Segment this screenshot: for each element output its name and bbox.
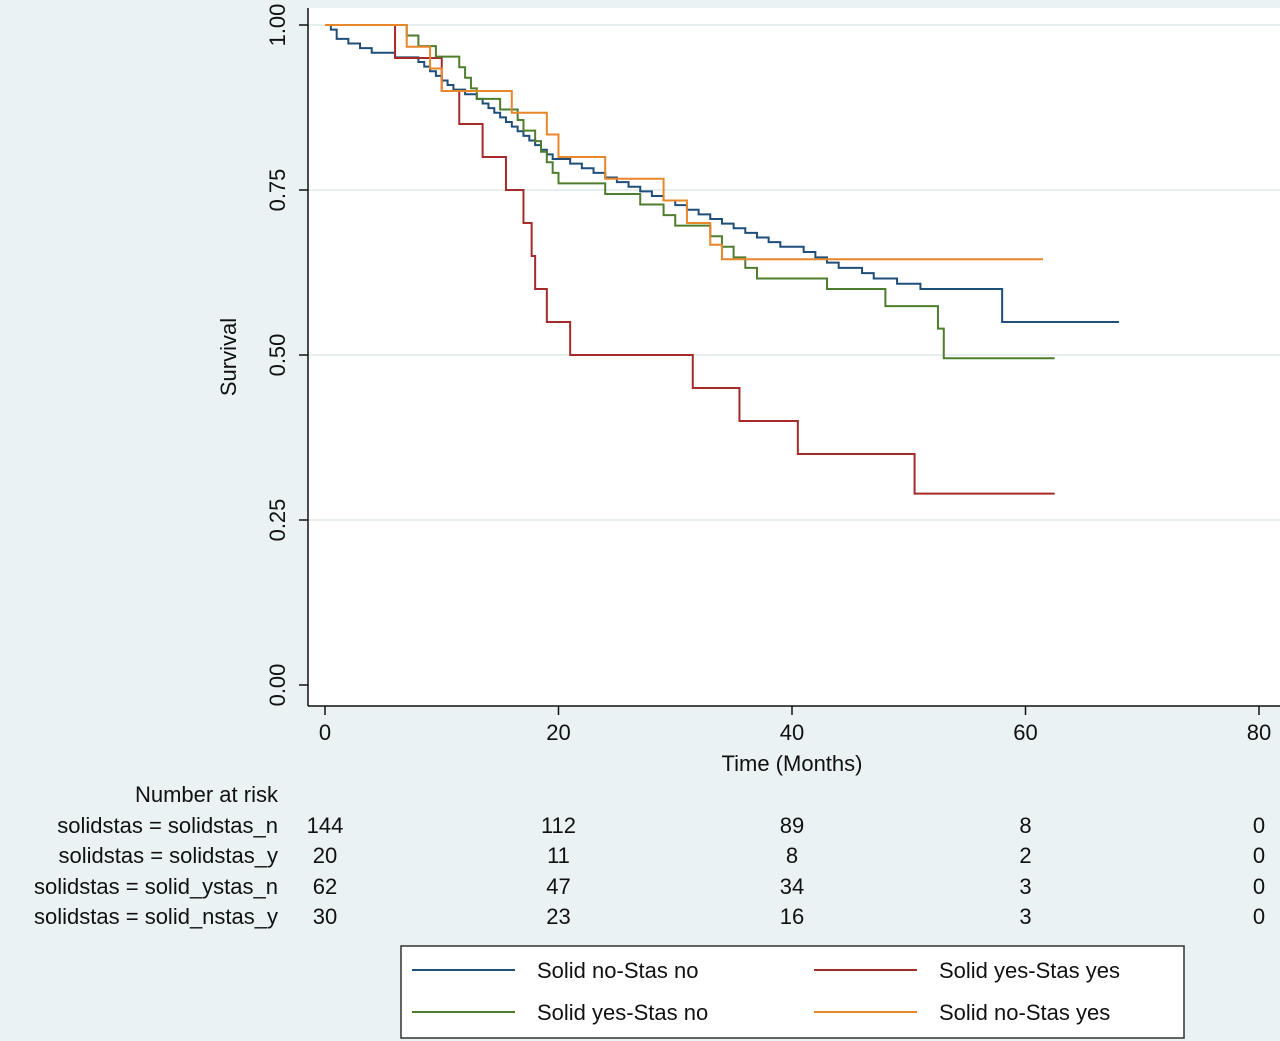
risk-row-label: solidstas = solid_ystas_n xyxy=(34,874,278,899)
risk-row-label: solidstas = solid_nstas_y xyxy=(34,904,278,929)
risk-value: 0 xyxy=(1253,813,1265,838)
x-tick-label: 0 xyxy=(319,720,331,745)
y-tick-label: 0.00 xyxy=(265,664,290,707)
survival-curve-4 xyxy=(325,24,1044,261)
y-tick-label: 0.25 xyxy=(265,499,290,542)
axis-ticks: 0.00 0.25 0.50 0.75 1.00 0 20 40 60 80 xyxy=(265,4,1271,745)
legend-label-4: Solid no-Stas yes xyxy=(939,1000,1110,1025)
risk-value: 112 xyxy=(541,813,576,838)
risk-row-label: solidstas = solidstas_y xyxy=(59,843,279,868)
risk-row-label: solidstas = solidstas_n xyxy=(57,813,278,838)
risk-value: 16 xyxy=(780,904,804,929)
risk-value: 11 xyxy=(547,843,570,868)
risk-value: 8 xyxy=(786,843,798,868)
survival-curve-3 xyxy=(325,24,1055,360)
y-tick-label: 0.75 xyxy=(265,169,290,212)
risk-table: Number at risk solidstas = solidstas_n 144… xyxy=(34,782,1265,929)
risk-value: 3 xyxy=(1019,904,1031,929)
risk-value: 30 xyxy=(313,904,337,929)
risk-value: 62 xyxy=(313,874,337,899)
risk-value: 0 xyxy=(1253,904,1265,929)
risk-value: 89 xyxy=(780,813,804,838)
legend-box xyxy=(400,945,1185,1039)
y-tick-label: 0.50 xyxy=(265,334,290,377)
x-tick-label: 20 xyxy=(546,720,570,745)
legend-label-3: Solid yes-Stas no xyxy=(537,1000,708,1025)
y-axis-label: Survival xyxy=(216,318,241,396)
grid-lines xyxy=(308,24,1280,521)
risk-table-header: Number at risk xyxy=(135,782,279,807)
y-tick-label: 1.00 xyxy=(265,4,290,47)
x-axis-label: Time (Months) xyxy=(722,751,863,776)
x-tick-label: 40 xyxy=(780,720,804,745)
legend-label-1: Solid no-Stas no xyxy=(537,958,698,983)
x-tick-label: 60 xyxy=(1013,720,1037,745)
risk-value: 3 xyxy=(1019,874,1031,899)
legend-label-2: Solid yes-Stas yes xyxy=(939,958,1120,983)
risk-value: 0 xyxy=(1253,843,1265,868)
risk-value: 47 xyxy=(546,874,570,899)
survival-curves xyxy=(325,24,1119,495)
risk-value: 0 xyxy=(1253,874,1265,899)
plot-area xyxy=(308,8,1280,706)
risk-value: 20 xyxy=(313,843,337,868)
survival-curve-1 xyxy=(325,24,1119,323)
risk-value: 8 xyxy=(1019,813,1031,838)
legend: Solid no-Stas no Solid yes-Stas yes Solid … xyxy=(412,958,1120,1025)
risk-value: 144 xyxy=(307,813,344,838)
risk-value: 34 xyxy=(780,874,804,899)
x-tick-label: 80 xyxy=(1247,720,1271,745)
risk-value: 2 xyxy=(1019,843,1031,868)
risk-value: 23 xyxy=(546,904,570,929)
